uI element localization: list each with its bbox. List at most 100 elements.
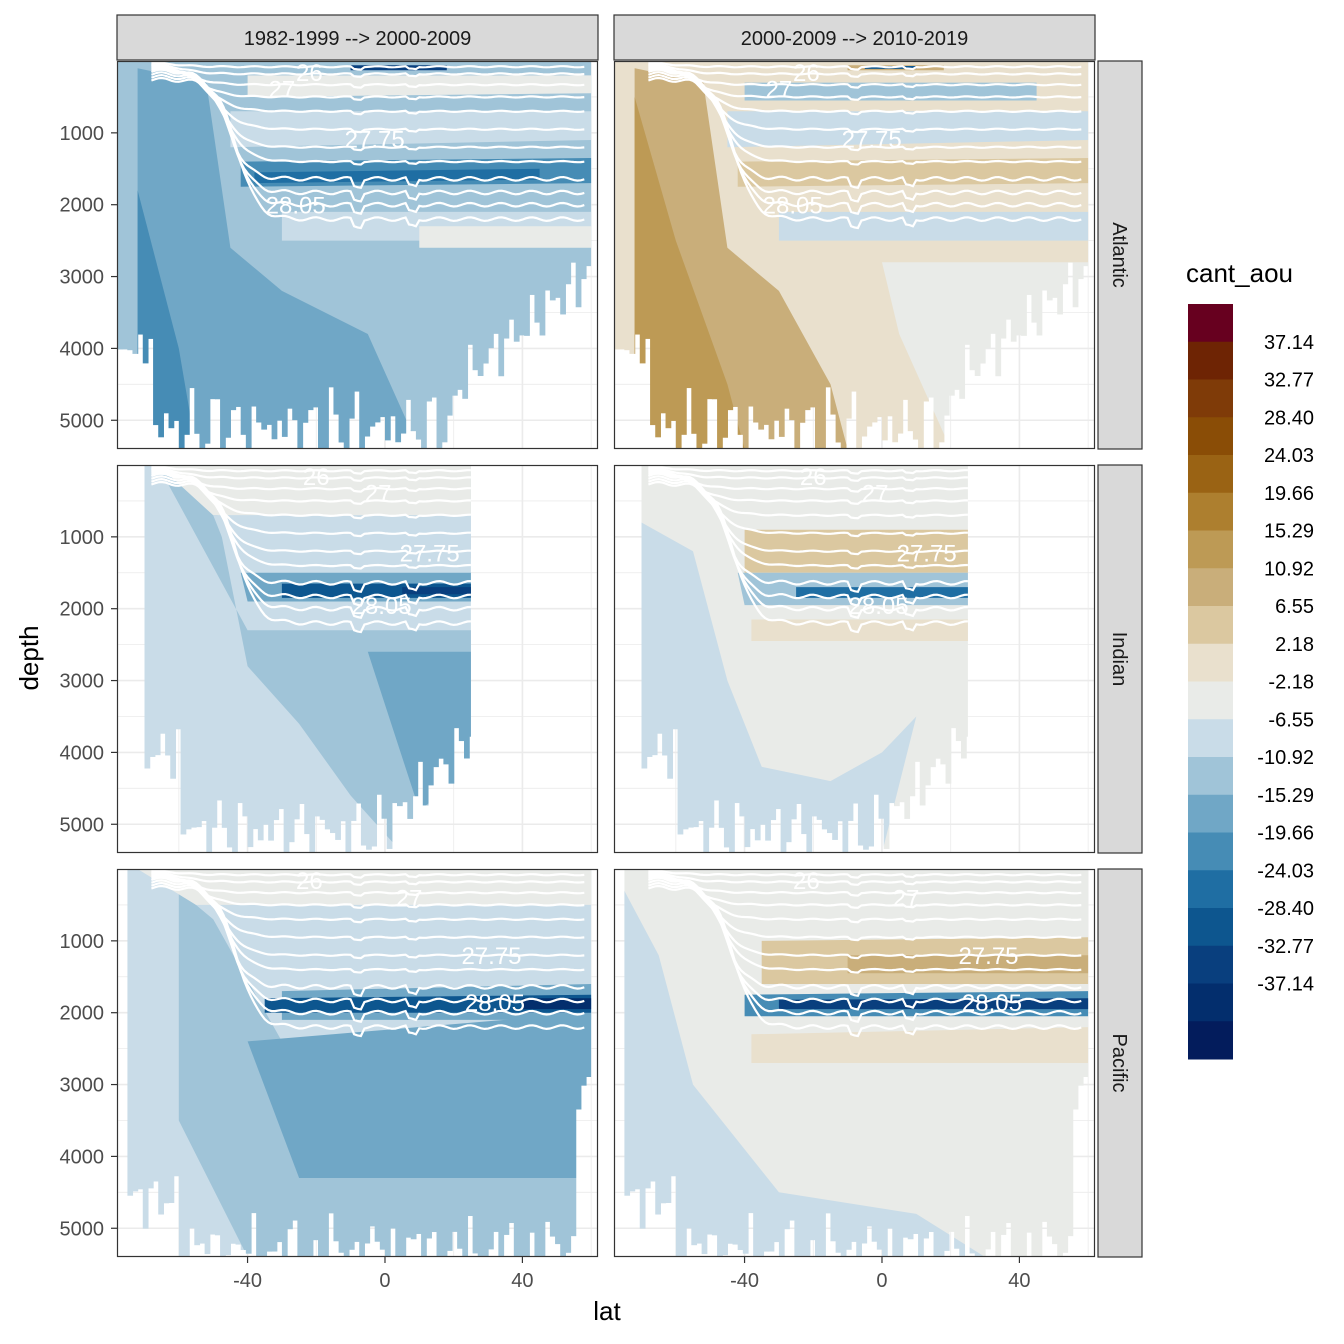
panel-border [613,60,1096,450]
legend-swatch [1188,832,1233,871]
y-tick-label: 3000 [60,671,105,693]
legend-swatch [1188,1021,1233,1060]
isopycnal-line [151,76,585,230]
isopycnal-group [151,61,585,230]
legend-label: 32.77 [1264,370,1314,392]
x-tick-label: -40 [233,1270,262,1292]
y-tick-label: 4000 [60,1146,105,1168]
isopycnal-line [151,465,471,475]
legend-swatch [1188,455,1233,494]
y-tick-label: 2000 [60,1003,105,1025]
legend-label: 15.29 [1264,521,1314,543]
isopycnal-line [151,873,585,924]
isopycnal-group [648,61,1082,230]
isopycnal-label: 28.05 [465,990,525,1017]
isopycnal-line [648,870,1082,886]
isopycnal-label: 27 [766,76,793,103]
section-field [624,869,1089,1257]
column-strip-label: 1982-1999 --> 2000-2009 [244,28,471,50]
y-tick-label: 2000 [60,599,105,621]
contour-band [137,869,592,905]
strip-background [1097,60,1143,450]
isopycnal-line [648,872,1082,897]
legend-label: 10.92 [1264,558,1314,580]
isopycnal-line [151,65,585,116]
contour-band [744,529,968,573]
column-strip: 2000-2009 --> 2010-2019 [613,14,1096,61]
legend-label: 19.66 [1264,483,1314,505]
legend-swatch [1188,757,1233,796]
legend-swatch [1188,530,1233,569]
panel-pacific-1: 26 27 27.75 28.05 [116,868,599,1258]
row-strip: Indian [1097,464,1143,854]
panel-indian-1: 26 27 27.75 28.05 [116,464,599,854]
isopycnal-line [151,466,471,482]
isopycnal-line [151,61,585,71]
isopycnal-label: 27 [396,886,423,913]
isopycnal-group [151,465,471,634]
panel-indian-2: 26 27 27.75 28.05 [613,464,1096,854]
contour-band [727,111,1089,148]
isopycnal-label: 27.75 [345,127,405,154]
isopycnal-label: 28.05 [266,193,326,220]
legend-label: -24.03 [1257,860,1314,882]
isopycnal-line [151,470,471,538]
legend-label: -10.92 [1257,747,1314,769]
row-strip: Atlantic [1097,60,1143,450]
isopycnal-line [648,884,1082,1038]
column-strip-label: 2000-2009 --> 2010-2019 [741,28,968,50]
contour-band [161,472,471,853]
legend-swatch [1188,945,1233,984]
legend-swatch [1188,492,1233,531]
isopycnal-label: 27 [862,480,889,507]
x-tick-label: 40 [511,1270,533,1292]
y-tick-label: 2000 [60,195,105,217]
isopycnal-line [648,470,968,538]
contour-band [230,111,592,148]
legend-label: -6.55 [1268,709,1314,731]
isopycnal-label: 26 [800,464,827,491]
isopycnal-line [648,873,1082,924]
isopycnal-line [648,466,968,482]
y-tick-label: 1000 [60,527,105,549]
panel-border [613,868,1096,1258]
isopycnal-label: 26 [303,464,330,491]
legend-label: -28.40 [1257,898,1314,920]
strip-background [1097,868,1143,1258]
y-tick-label: 5000 [60,1218,105,1240]
isopycnal-label: 27 [365,480,392,507]
contour-band [137,68,420,449]
isopycnal-group [151,869,585,1038]
y-tick-label: 5000 [60,814,105,836]
contour-band [247,1012,592,1178]
row-strip-label: Indian [1108,632,1130,687]
legend-label: -2.18 [1268,672,1314,694]
y-tick-label: 3000 [60,267,105,289]
contour-band [751,1027,1089,1063]
contour-band [213,515,471,559]
isopycnal-line [648,65,1082,116]
legend-swatch [1188,908,1233,947]
legend-swatch [1188,794,1233,833]
panel-border [613,464,1096,854]
y-tick-label: 1000 [60,123,105,145]
contour-band [778,211,1089,241]
isopycnal-line [151,477,471,619]
legend-label: 2.18 [1275,634,1314,656]
panel-border [116,464,599,854]
isopycnal-line [151,869,585,879]
x-tick-label: 40 [1008,1270,1030,1292]
isopycnal-group [648,869,1082,1038]
isopycnal-line [648,76,1082,230]
isopycnal-line [151,870,585,886]
isopycnal-line [648,62,1082,78]
x-tick-label: 0 [876,1270,887,1292]
panel-border [116,60,599,450]
legend-label: -15.29 [1257,785,1314,807]
contour-band [402,587,471,595]
isopycnal-line [151,468,471,493]
x-axis-title: lat [593,1296,621,1326]
isopycnal-label: 27.75 [461,943,521,970]
isopycnal-line [151,64,585,89]
